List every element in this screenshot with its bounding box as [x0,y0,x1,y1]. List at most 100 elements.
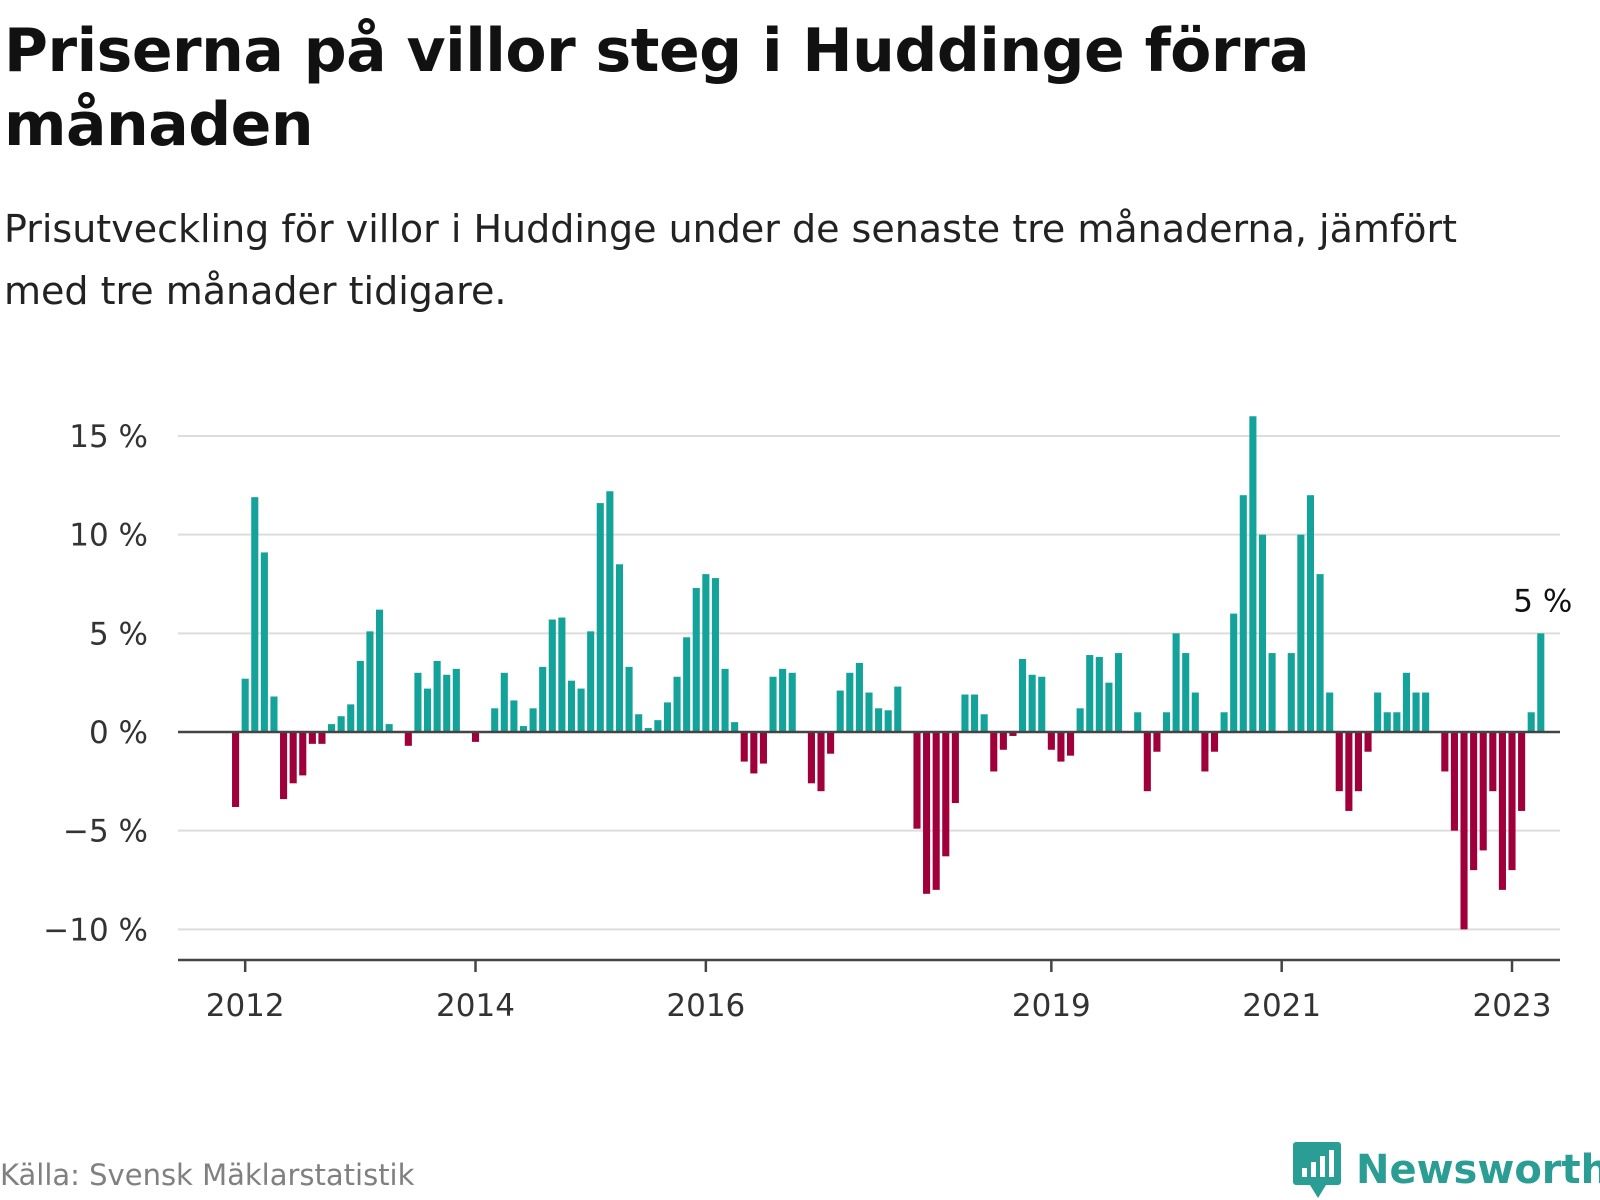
bar [596,503,604,732]
bar [971,694,979,732]
bar [615,564,624,732]
bar [1019,658,1027,732]
source-note: Källa: Svensk Mäklarstatistik [0,1158,415,1192]
bar [788,672,796,732]
bar [779,668,787,732]
bar [1258,534,1267,732]
bar [414,672,422,732]
bar [1153,732,1161,752]
bar [1182,653,1190,732]
bar [280,732,288,800]
bar [1518,732,1526,811]
bar [1057,732,1065,762]
bar [1479,732,1487,851]
bar [423,688,432,732]
bar [932,732,940,890]
bar [558,617,566,732]
bar [1230,613,1238,732]
bar [567,680,576,732]
bar [635,714,643,732]
bar [750,732,758,774]
bar [337,716,345,732]
bar [1143,732,1151,792]
bar [980,714,988,732]
bar [1422,692,1430,732]
bar [587,631,595,732]
bar [1316,574,1324,732]
bar [721,668,729,732]
chart-title: Priserna på villor steg i Huddinge förra… [4,16,1310,160]
bar [644,728,652,732]
bar [1086,655,1094,732]
last-value-label: 5 % [1513,583,1572,619]
bar [510,700,518,732]
bar [759,732,767,764]
bar [241,678,249,732]
bar [865,692,873,732]
bar [1076,708,1084,732]
bar [1239,495,1247,732]
bar [1326,692,1334,732]
bar [299,732,307,776]
bars [232,416,1545,930]
bar [1498,732,1506,890]
bar [1162,712,1171,732]
bar [961,694,969,732]
bar [923,732,931,894]
bar [1201,732,1209,772]
bar [1066,732,1075,756]
y-tick-label: 15 % [69,419,148,455]
gridlines [178,435,1560,931]
bar [452,668,460,732]
bar [606,491,614,732]
x-tick-label: 2016 [666,988,745,1024]
y-tick-label: −10 % [43,912,148,948]
bar [894,686,902,732]
bar [951,732,959,804]
bar [855,662,863,732]
x-axis-labels: 2012 2014 2016 2019 2021 2023 [206,960,1552,1024]
bar [1412,692,1420,732]
bar [1268,653,1276,732]
bar [1393,712,1401,732]
bar [232,732,240,807]
bar [1441,732,1449,772]
y-tick-label: −5 % [63,814,148,850]
bar [1095,657,1103,732]
bar [1220,712,1228,732]
bar [328,724,336,732]
bar [1383,712,1391,732]
bar [270,696,278,732]
bar [827,732,835,754]
bar [1364,732,1372,752]
bar [260,552,268,732]
x-tick-label: 2019 [1012,988,1091,1024]
bar-chart: −10 % −5 % 0 % 5 % 10 % 15 % 2012 2014 2016 2019… [43,416,1572,1024]
bar [999,732,1007,750]
bar [1335,732,1343,792]
bar [251,497,259,732]
bar [846,672,854,732]
bar [1105,682,1113,732]
bar [702,574,710,732]
x-tick-label: 2023 [1473,988,1552,1024]
bar [548,619,556,732]
bar [913,732,921,829]
bar [740,732,748,762]
bar [711,578,719,732]
bar [1489,732,1497,792]
bar [1210,732,1219,752]
x-tick-label: 2014 [436,988,515,1024]
bar [539,666,547,732]
bar [1114,653,1123,732]
x-tick-label: 2021 [1242,988,1321,1024]
bar [683,637,691,732]
bar [875,708,883,732]
bar [1374,692,1382,732]
y-tick-label: 10 % [69,518,148,554]
bar [318,732,326,744]
bar [1172,633,1180,732]
newsworthy-logo-icon [1293,1142,1341,1198]
bar [1287,653,1295,732]
bar [1470,732,1478,871]
